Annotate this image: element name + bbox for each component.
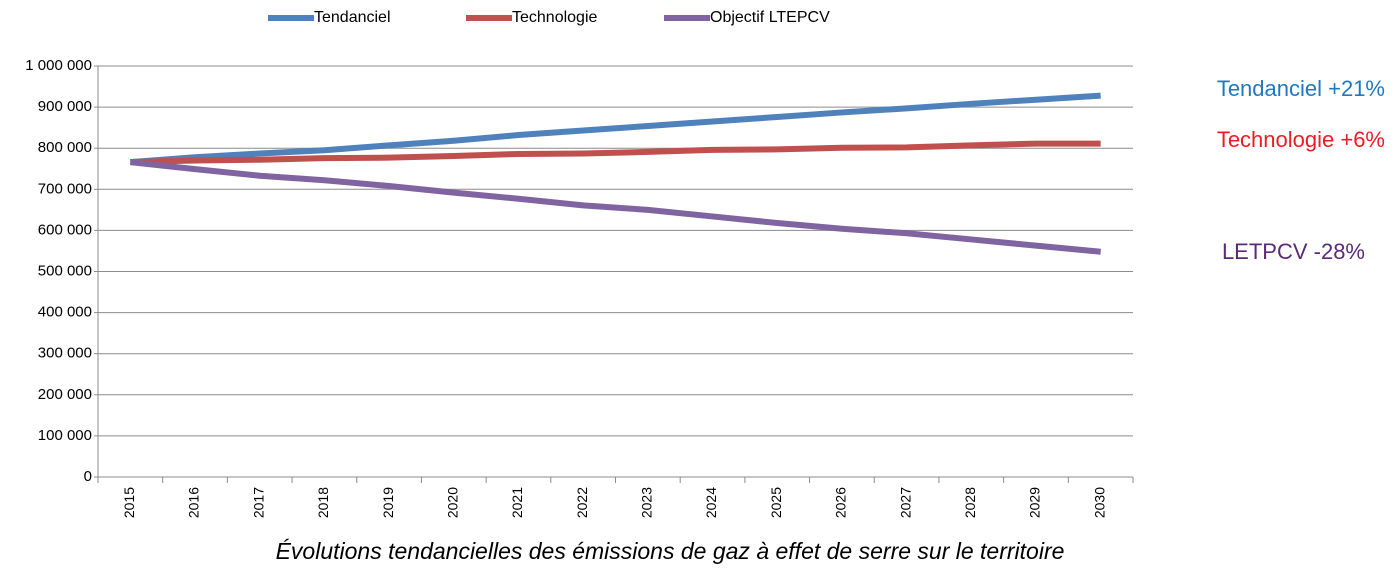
x-tick-label: 2020	[444, 487, 460, 518]
x-tick-label: 2028	[962, 487, 978, 518]
x-tick-label: 2015	[121, 487, 137, 518]
legend-label: Technologie	[512, 9, 598, 26]
x-tick-label: 2030	[1091, 487, 1107, 518]
x-tick-label: 2021	[509, 487, 525, 518]
x-tick-label: 2017	[250, 487, 266, 518]
x-tick-label: 2024	[703, 487, 719, 518]
series-line	[130, 92, 1101, 166]
annotation: Technologie +6%	[1217, 127, 1385, 152]
x-tick-label: 2022	[574, 487, 590, 518]
x-tick-label: 2023	[639, 487, 655, 518]
y-tick-label: 600 000	[38, 221, 92, 238]
legend-label: Tendanciel	[314, 9, 391, 26]
y-tick-label: 800 000	[38, 139, 92, 156]
y-tick-label: 200 000	[38, 386, 92, 403]
y-tick-label: 300 000	[38, 345, 92, 362]
x-tick-label: 2029	[1027, 487, 1043, 518]
legend-label: Objectif LTEPCV	[710, 9, 830, 26]
x-tick-label: 2018	[315, 487, 331, 518]
x-tick-label: 2019	[380, 487, 396, 518]
y-tick-label: 700 000	[38, 180, 92, 197]
y-tick-label: 500 000	[38, 262, 92, 279]
x-tick-label: 2027	[897, 487, 913, 518]
annotation: LETPCV -28%	[1222, 239, 1365, 264]
y-tick-label: 0	[84, 468, 92, 485]
annotation: Tendanciel +21%	[1217, 76, 1385, 101]
x-tick-label: 2025	[768, 487, 784, 518]
x-tick-label: 2026	[833, 487, 849, 518]
y-tick-label: 1 000 000	[25, 57, 92, 74]
y-tick-label: 900 000	[38, 98, 92, 115]
y-tick-label: 100 000	[38, 427, 92, 444]
x-tick-label: 2016	[186, 487, 202, 518]
series-line	[130, 140, 1101, 166]
y-tick-label: 400 000	[38, 304, 92, 321]
chart-title: Évolutions tendancielles des émissions d…	[276, 538, 1065, 564]
series-line	[130, 159, 1101, 255]
